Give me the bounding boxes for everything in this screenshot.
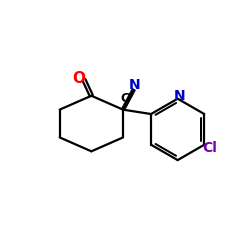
- Text: Cl: Cl: [202, 141, 217, 155]
- Text: C: C: [120, 92, 129, 105]
- Text: N: N: [129, 78, 140, 92]
- Text: N: N: [173, 89, 185, 103]
- Text: O: O: [72, 71, 85, 86]
